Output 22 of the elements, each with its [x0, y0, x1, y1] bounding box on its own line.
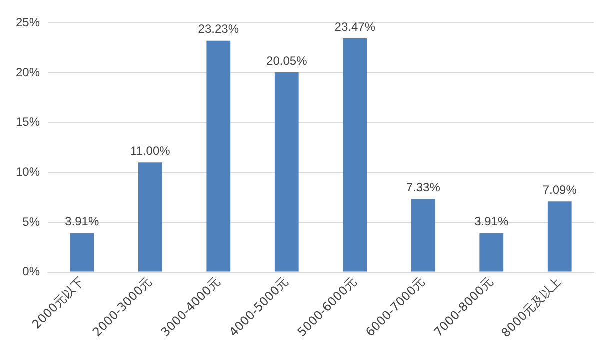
y-tick-label: 20% [16, 65, 40, 80]
y-tick-label: 25% [16, 16, 40, 30]
bar [343, 38, 368, 272]
data-label: 7.33% [406, 180, 441, 195]
bar [70, 233, 94, 272]
data-label: 23.23% [198, 22, 240, 36]
y-tick-label: 0% [22, 264, 40, 279]
data-label: 23.47% [334, 20, 376, 34]
data-label: 20.05% [266, 54, 308, 68]
bar [274, 72, 299, 272]
data-label: 3.91% [65, 214, 100, 229]
bar [480, 233, 504, 272]
bar [138, 162, 162, 272]
bar [411, 199, 436, 272]
data-label: 11.00% [130, 144, 171, 158]
y-tick-label: 10% [16, 164, 40, 179]
data-label: 3.91% [474, 214, 509, 229]
bar [548, 202, 572, 272]
y-tick-label: 15% [16, 115, 40, 130]
data-label: 7.09% [542, 182, 578, 197]
bar [206, 40, 231, 272]
y-tick-label: 5% [22, 214, 40, 229]
